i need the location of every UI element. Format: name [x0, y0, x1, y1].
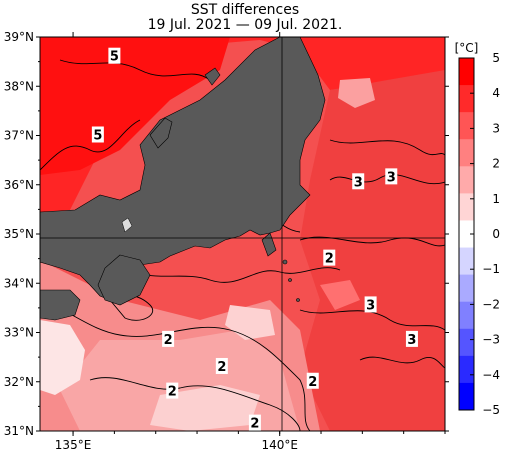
contour-label-box — [323, 249, 336, 266]
colorbar-segment — [459, 139, 474, 167]
contour-label: 3 — [387, 170, 396, 185]
contour-label: 2 — [164, 333, 173, 348]
lat-tick-label: 33°N — [4, 326, 34, 340]
contour-label-box — [215, 357, 228, 374]
sea-hottest-zone — [40, 37, 230, 175]
colorbar-segment — [459, 85, 474, 113]
contour-label: 3 — [354, 175, 363, 190]
colorbar-tick-label: 5 — [492, 51, 500, 65]
lon-tick-label: 140°E — [261, 438, 298, 452]
izu-island-1 — [282, 259, 288, 265]
colorbar-segment — [459, 328, 474, 357]
contour-label-box — [385, 168, 398, 185]
lat-tick-label: 36°N — [4, 178, 34, 192]
contour-label-box — [248, 414, 261, 431]
contour-label-box — [166, 382, 179, 399]
colorbar-segment — [459, 301, 474, 330]
colorbar-segment — [459, 166, 474, 194]
sea-cool-zone-1 — [40, 320, 85, 395]
contour-label: 5 — [110, 50, 119, 65]
contour-label-box — [364, 296, 377, 313]
map-subtitle: 19 Jul. 2021 — 09 Jul. 2021. — [147, 17, 343, 33]
colorbar-tick-label: 3 — [492, 121, 500, 135]
grid-lines — [40, 37, 445, 431]
map-title: SST differences — [190, 2, 300, 18]
colorbar-segment — [459, 355, 474, 384]
longitude-ticks: 135°E 140°E — [55, 32, 446, 452]
colorbar-segment — [459, 220, 474, 249]
izu-island-3 — [296, 298, 300, 302]
contour-lines — [40, 59, 445, 431]
lat-tick-label: 31°N — [4, 424, 34, 438]
sado-island-land — [204, 67, 221, 86]
contour-label: 3 — [366, 298, 375, 313]
colorbar-tick-label: 2 — [492, 157, 500, 171]
contour-label: 2 — [250, 417, 259, 432]
contour-label-box — [91, 126, 104, 143]
contour-labels: 5 5 3 3 2 3 3 2 2 2 2 2 — [91, 47, 418, 432]
colorbar-segment — [459, 193, 474, 221]
contour-label: 5 — [93, 129, 102, 144]
lon-tick-label: 135°E — [55, 438, 92, 452]
colorbar-tick-label: −1 — [482, 262, 500, 276]
map-area — [40, 37, 445, 431]
colorbar-tick-label: −2 — [482, 297, 500, 311]
colorbar-tick-label: 4 — [492, 86, 500, 100]
colorbar-tick-label: −3 — [482, 333, 500, 347]
contour-label-box — [162, 330, 175, 347]
contour-label: 3 — [407, 333, 416, 348]
colorbar-segment — [459, 112, 474, 140]
colorbar-segment — [459, 247, 474, 276]
contour-label-box — [352, 173, 365, 190]
izu-island-2 — [288, 278, 292, 282]
lat-tick-label: 35°N — [4, 227, 34, 241]
sea-cool-pocket-north — [338, 78, 375, 108]
colorbar-unit: [°C] — [455, 41, 479, 55]
sea-warm-pocket — [320, 280, 360, 310]
contour-label: 2 — [308, 375, 317, 390]
contour-label: 2 — [168, 385, 177, 400]
latitude-ticks: 39°N 38°N 37°N 36°N 35°N 34°N 33°N 32°N 31°N — [4, 30, 449, 438]
lat-tick-label: 39°N — [4, 30, 34, 44]
contour-label-box — [306, 372, 319, 389]
sea-cool-zone-3 — [225, 305, 275, 340]
colorbar-segment — [459, 274, 474, 303]
shikoku-land — [40, 289, 81, 321]
lat-tick-label: 32°N — [4, 375, 34, 389]
noto-peninsula-land — [149, 117, 173, 149]
lat-tick-label: 38°N — [4, 79, 34, 93]
colorbar: [°C] 5 4 3 2 1 0 −1 −2 −3 −4 −5 — [455, 41, 500, 417]
kii-peninsula-land — [97, 254, 151, 306]
colorbar-segment — [459, 382, 474, 411]
colorbar-tick-label: 1 — [492, 192, 500, 206]
colorbar-tick-label: −5 — [482, 403, 500, 417]
lat-tick-label: 34°N — [4, 276, 34, 290]
contour-label-box — [405, 330, 418, 347]
colorbar-segment — [459, 58, 474, 86]
contour-label: 2 — [325, 252, 334, 267]
contour-label-box — [108, 47, 121, 64]
colorbar-tick-label: −4 — [482, 368, 500, 382]
contour-label: 2 — [217, 360, 226, 375]
land-masses — [40, 37, 326, 321]
lat-tick-label: 37°N — [4, 129, 34, 143]
colorbar-tick-label: 0 — [492, 227, 500, 241]
lake-biwa — [121, 217, 133, 233]
